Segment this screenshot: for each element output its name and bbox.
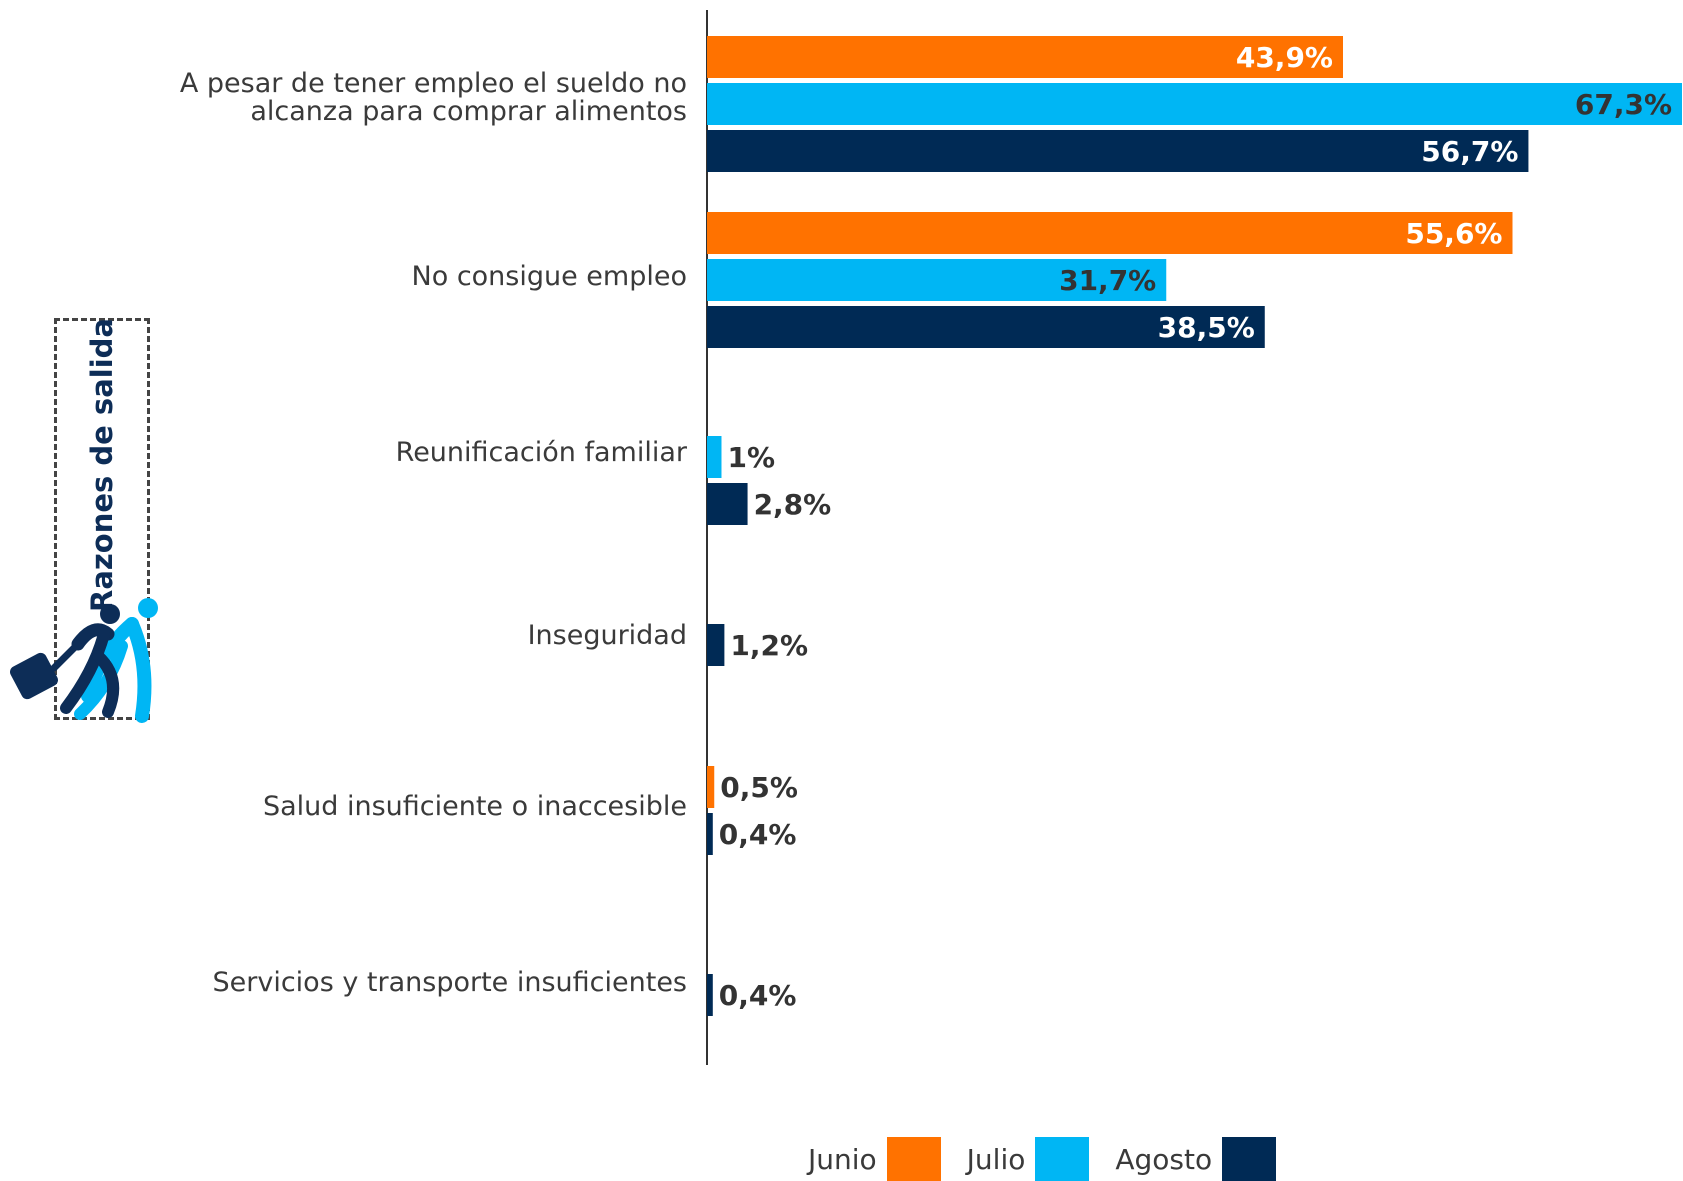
badge-frame — [54, 318, 150, 720]
bar-agosto — [707, 306, 1265, 348]
bar-junio — [707, 212, 1513, 254]
value-label: 56,7% — [1421, 135, 1518, 168]
legend-item-junio: Junio — [808, 1137, 941, 1181]
value-label: 0,4% — [719, 818, 797, 851]
value-label: 2,8% — [754, 488, 832, 521]
legend-swatch-julio — [1035, 1137, 1090, 1181]
value-label: 1% — [727, 441, 775, 474]
legend-swatch-agosto — [1222, 1137, 1277, 1181]
legend-item-agosto: Agosto — [1115, 1137, 1277, 1181]
value-label: 31,7% — [1059, 264, 1156, 297]
value-label: 43,9% — [1236, 41, 1333, 74]
value-label: 1,2% — [730, 629, 808, 662]
legend-swatch-junio — [886, 1137, 941, 1181]
bars — [707, 36, 1682, 1016]
category-labels: A pesar de tener empleo el sueldo no alca… — [180, 68, 688, 998]
value-label: 67,3% — [1575, 88, 1672, 121]
value-labels: 43,9% 67,3% 56,7% 55,6% 31,7%38,5% 1% 2,8% 1,2%… — [719, 41, 1672, 1012]
badge-title: Razones de salida — [85, 318, 119, 612]
bar-julio — [707, 259, 1167, 301]
category-label: A pesar de tener empleo el sueldo no alca… — [180, 68, 687, 127]
bar-agosto — [707, 624, 725, 666]
bar-junio — [707, 36, 1343, 78]
value-label: 0,4% — [719, 979, 797, 1012]
bar-julio — [707, 436, 722, 478]
bar-julio — [707, 83, 1682, 125]
legend-label: Agosto — [1115, 1142, 1213, 1176]
value-label: 55,6% — [1405, 217, 1502, 250]
legend: Junio Julio Agosto — [808, 1137, 1302, 1181]
legend-label: Junio — [808, 1142, 877, 1176]
legend-item-julio: Julio — [967, 1137, 1090, 1181]
category-label: Reunificación familiar — [396, 437, 688, 468]
migrant-with-suitcase-icon — [10, 598, 158, 723]
category-label: No consigue empleo — [412, 261, 687, 292]
bar-junio — [707, 766, 715, 808]
category-label: Salud insuficiente o inaccesible — [263, 791, 687, 822]
bar-agosto — [707, 974, 713, 1016]
bar-agosto — [707, 130, 1529, 172]
bar-agosto — [707, 483, 748, 525]
bar-agosto — [707, 813, 713, 855]
value-label: 38,5% — [1158, 311, 1255, 344]
category-label: Servicios y transporte insuficientes — [213, 967, 688, 998]
value-label: 0,5% — [720, 771, 798, 804]
category-label: Inseguridad — [528, 620, 687, 651]
legend-label: Julio — [966, 1142, 1026, 1176]
